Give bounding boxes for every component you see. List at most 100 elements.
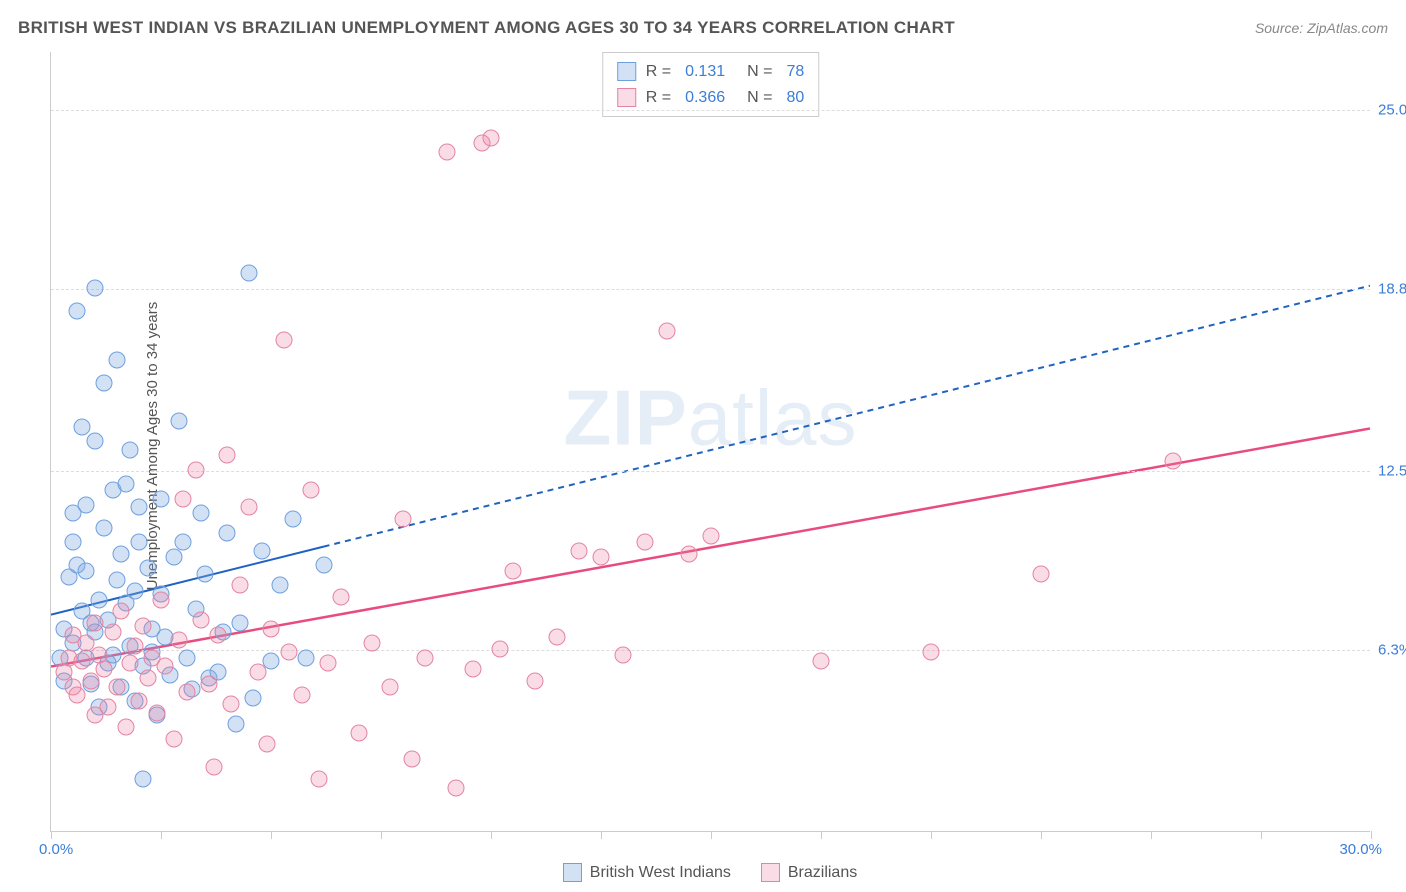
chart-title: BRITISH WEST INDIAN VS BRAZILIAN UNEMPLO… <box>18 18 955 38</box>
data-point <box>232 615 249 632</box>
data-point <box>87 433 104 450</box>
data-point <box>91 591 108 608</box>
data-point <box>276 331 293 348</box>
legend-item: Brazilians <box>761 863 857 882</box>
data-point <box>170 632 187 649</box>
data-point <box>227 716 244 733</box>
data-point <box>241 265 258 282</box>
data-point <box>179 649 196 666</box>
legend-swatch <box>761 863 780 882</box>
data-point <box>298 649 315 666</box>
data-point <box>923 643 940 660</box>
data-point <box>465 661 482 678</box>
legend-label: Brazilians <box>788 864 857 882</box>
data-point <box>201 675 218 692</box>
data-point <box>210 626 227 643</box>
data-point <box>637 534 654 551</box>
x-max-label: 30.0% <box>1339 841 1382 858</box>
data-point <box>117 719 134 736</box>
legend-stats-row: R =0.131N =78 <box>617 59 805 85</box>
data-point <box>192 505 209 522</box>
data-point <box>615 646 632 663</box>
legend-item: British West Indians <box>563 863 731 882</box>
data-point <box>65 534 82 551</box>
trend-line-extrapolated <box>324 286 1370 547</box>
data-point <box>139 669 156 686</box>
data-point <box>109 678 126 695</box>
data-point <box>126 638 143 655</box>
data-point <box>113 545 130 562</box>
data-point <box>447 779 464 796</box>
data-point <box>113 603 130 620</box>
data-point <box>593 548 610 565</box>
data-point <box>131 693 148 710</box>
x-tick <box>491 831 492 839</box>
data-point <box>153 591 170 608</box>
source-label: Source: ZipAtlas.com <box>1255 20 1388 36</box>
data-point <box>263 652 280 669</box>
data-point <box>197 565 214 582</box>
data-point <box>175 490 192 507</box>
data-point <box>271 577 288 594</box>
gridline <box>51 289 1370 290</box>
data-point <box>78 496 95 513</box>
x-min-label: 0.0% <box>39 841 73 858</box>
x-tick <box>931 831 932 839</box>
data-point <box>241 499 258 516</box>
legend-stats-row: R =0.366N =80 <box>617 85 805 111</box>
data-point <box>245 690 262 707</box>
data-point <box>95 661 112 678</box>
data-point <box>258 736 275 753</box>
data-point <box>117 476 134 493</box>
data-point <box>439 144 456 161</box>
data-point <box>131 534 148 551</box>
data-point <box>122 655 139 672</box>
header: BRITISH WEST INDIAN VS BRAZILIAN UNEMPLO… <box>18 18 1388 38</box>
gridline <box>51 110 1370 111</box>
legend-r-value: 0.131 <box>681 59 725 85</box>
data-point <box>131 499 148 516</box>
data-point <box>1033 565 1050 582</box>
data-point <box>179 684 196 701</box>
data-point <box>403 750 420 767</box>
data-point <box>223 695 240 712</box>
x-tick <box>1261 831 1262 839</box>
data-point <box>681 545 698 562</box>
gridline <box>51 650 1370 651</box>
x-tick <box>821 831 822 839</box>
legend-n-label: N = <box>747 59 772 85</box>
data-point <box>381 678 398 695</box>
x-axis-labels: 0.0% 30.0% <box>51 841 1370 861</box>
data-point <box>285 511 302 528</box>
trend-lines <box>51 52 1370 831</box>
y-tick-label: 6.3% <box>1372 642 1406 659</box>
data-point <box>219 525 236 542</box>
data-point <box>73 418 90 435</box>
data-point <box>351 724 368 741</box>
legend-swatch <box>617 88 636 107</box>
data-point <box>69 687 86 704</box>
data-point <box>109 352 126 369</box>
x-tick <box>601 831 602 839</box>
data-point <box>703 528 720 545</box>
x-tick <box>1371 831 1372 839</box>
legend-r-label: R = <box>646 85 671 111</box>
data-point <box>109 571 126 588</box>
x-tick <box>1041 831 1042 839</box>
data-point <box>302 482 319 499</box>
gridline <box>51 471 1370 472</box>
data-point <box>280 643 297 660</box>
data-point <box>100 698 117 715</box>
legend-swatch <box>563 863 582 882</box>
data-point <box>69 303 86 320</box>
y-tick-label: 25.0% <box>1372 101 1406 118</box>
data-point <box>104 623 121 640</box>
data-point <box>148 704 165 721</box>
data-point <box>192 612 209 629</box>
data-point <box>232 577 249 594</box>
data-point <box>505 563 522 580</box>
data-point <box>95 375 112 392</box>
data-point <box>166 548 183 565</box>
data-point <box>175 534 192 551</box>
data-point <box>263 620 280 637</box>
